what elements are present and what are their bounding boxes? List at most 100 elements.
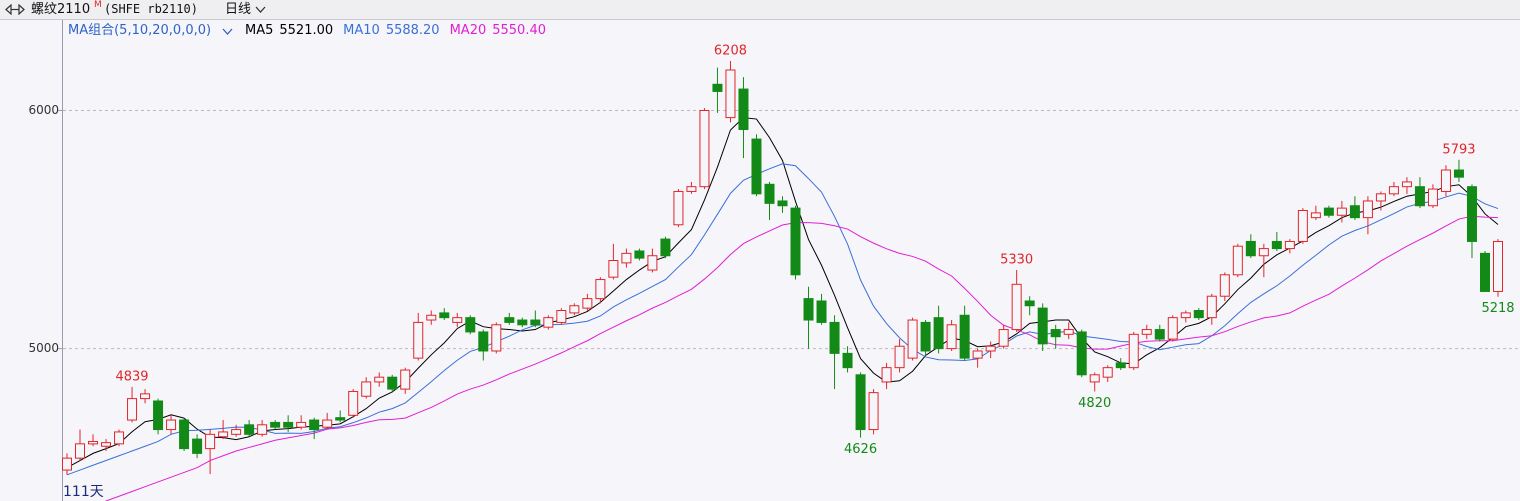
candle-body — [1323, 207, 1334, 216]
annotations: 4839 6208 5330 5793 4626 4820 5218 — [115, 43, 1514, 457]
candle-body — [1271, 240, 1282, 250]
candle-body — [816, 300, 827, 323]
indicator-chevron[interactable] — [222, 28, 233, 36]
legend-name: MA10 — [343, 23, 380, 38]
candle-body — [608, 260, 619, 278]
candles — [62, 60, 1503, 475]
candle-body — [413, 321, 424, 359]
candle-body — [1401, 181, 1412, 188]
candle-body — [270, 421, 281, 428]
legend-value: 5521.00 — [279, 23, 334, 38]
candle-body — [972, 350, 983, 359]
legend-name: MA20 — [449, 23, 487, 38]
candle-body — [946, 324, 957, 350]
high-label: 6208 — [714, 43, 747, 58]
candle-body — [829, 321, 840, 354]
candle-body — [1024, 300, 1035, 307]
candle-body — [465, 317, 476, 333]
candle-body — [166, 419, 177, 431]
candle-body — [595, 279, 606, 300]
candle-body — [1388, 186, 1399, 195]
switch-icon[interactable] — [5, 4, 25, 15]
candle-body — [673, 190, 684, 226]
period-chevron[interactable] — [255, 6, 266, 14]
candle-body — [1375, 193, 1386, 202]
candle-body — [361, 381, 372, 397]
candle-body — [556, 310, 567, 323]
candle-body — [933, 317, 944, 350]
candle-body — [569, 305, 580, 314]
candle-body — [868, 392, 879, 431]
symbol-code: (SHFE rb2110) — [104, 2, 198, 16]
low-label: 4820 — [1078, 396, 1111, 411]
candle-body — [621, 252, 632, 264]
candle-body — [1219, 274, 1230, 297]
y-tick-label: 6000 — [28, 103, 59, 117]
candle-body — [998, 329, 1009, 347]
candle-body — [1258, 248, 1269, 257]
legend-value: 5588.20 — [385, 23, 440, 38]
ma-line — [66, 163, 1499, 476]
candle-body — [153, 400, 164, 431]
low-label: 5218 — [1481, 301, 1514, 316]
candle-body — [985, 345, 996, 352]
symbol-mark: M — [94, 0, 102, 10]
candle-body — [790, 207, 801, 276]
candle-body — [244, 424, 255, 435]
candle-body — [1414, 186, 1425, 207]
candle-body — [491, 324, 502, 352]
candle-body — [1089, 374, 1100, 383]
candle-body — [1050, 329, 1061, 338]
candle-body — [296, 421, 307, 428]
day-count: 111天 — [63, 484, 104, 500]
candle-body — [660, 238, 671, 257]
candle-body — [1154, 329, 1165, 340]
candle-body — [1284, 240, 1295, 250]
candle-body — [751, 138, 762, 195]
candle-body — [1180, 312, 1191, 319]
legend-entry: MA20 5550.40 — [450, 21, 546, 41]
candle-body — [881, 367, 892, 383]
candle-body — [192, 438, 203, 454]
candle-body — [387, 376, 398, 390]
ma-line — [66, 117, 1499, 469]
candle-body — [582, 298, 593, 309]
candle-body — [699, 109, 710, 188]
candle-body — [1141, 329, 1152, 335]
candle-body — [712, 83, 723, 92]
candle-body — [75, 443, 86, 459]
candle-body — [101, 442, 112, 447]
candle-body — [400, 369, 411, 390]
candle-body — [1440, 169, 1451, 192]
high-label: 4839 — [115, 369, 148, 384]
legend-value: 5550.40 — [492, 23, 546, 38]
candle-body — [179, 419, 190, 450]
candle-body — [1349, 205, 1360, 219]
period-selector[interactable]: 日线 — [225, 2, 252, 17]
candle-body — [634, 250, 645, 259]
candle-body — [1193, 310, 1204, 319]
grid: 5000 6000 — [28, 103, 1520, 355]
candle-body — [1232, 245, 1243, 276]
candle-body — [478, 331, 489, 352]
candle-body — [764, 183, 775, 204]
candle-body — [1297, 209, 1308, 242]
ma-line — [104, 215, 1499, 501]
candle-body — [309, 419, 320, 431]
candle-body — [114, 431, 125, 445]
candle-body — [205, 433, 216, 450]
candle-body — [62, 457, 72, 471]
indicator-selector[interactable]: MA组合(5,10,20,0,0,0) — [68, 23, 212, 38]
symbol-title: 螺纹2110 — [31, 2, 91, 17]
candle-body — [803, 298, 814, 321]
candle-body — [1479, 252, 1490, 292]
candle-body — [88, 440, 99, 445]
candle-body — [1167, 317, 1178, 340]
candle-body — [1493, 240, 1503, 292]
candle-body — [322, 419, 333, 428]
legend-name: MA5 — [245, 23, 274, 38]
candle-body — [725, 69, 736, 119]
candle-body — [842, 352, 853, 369]
candle-body — [504, 317, 515, 323]
